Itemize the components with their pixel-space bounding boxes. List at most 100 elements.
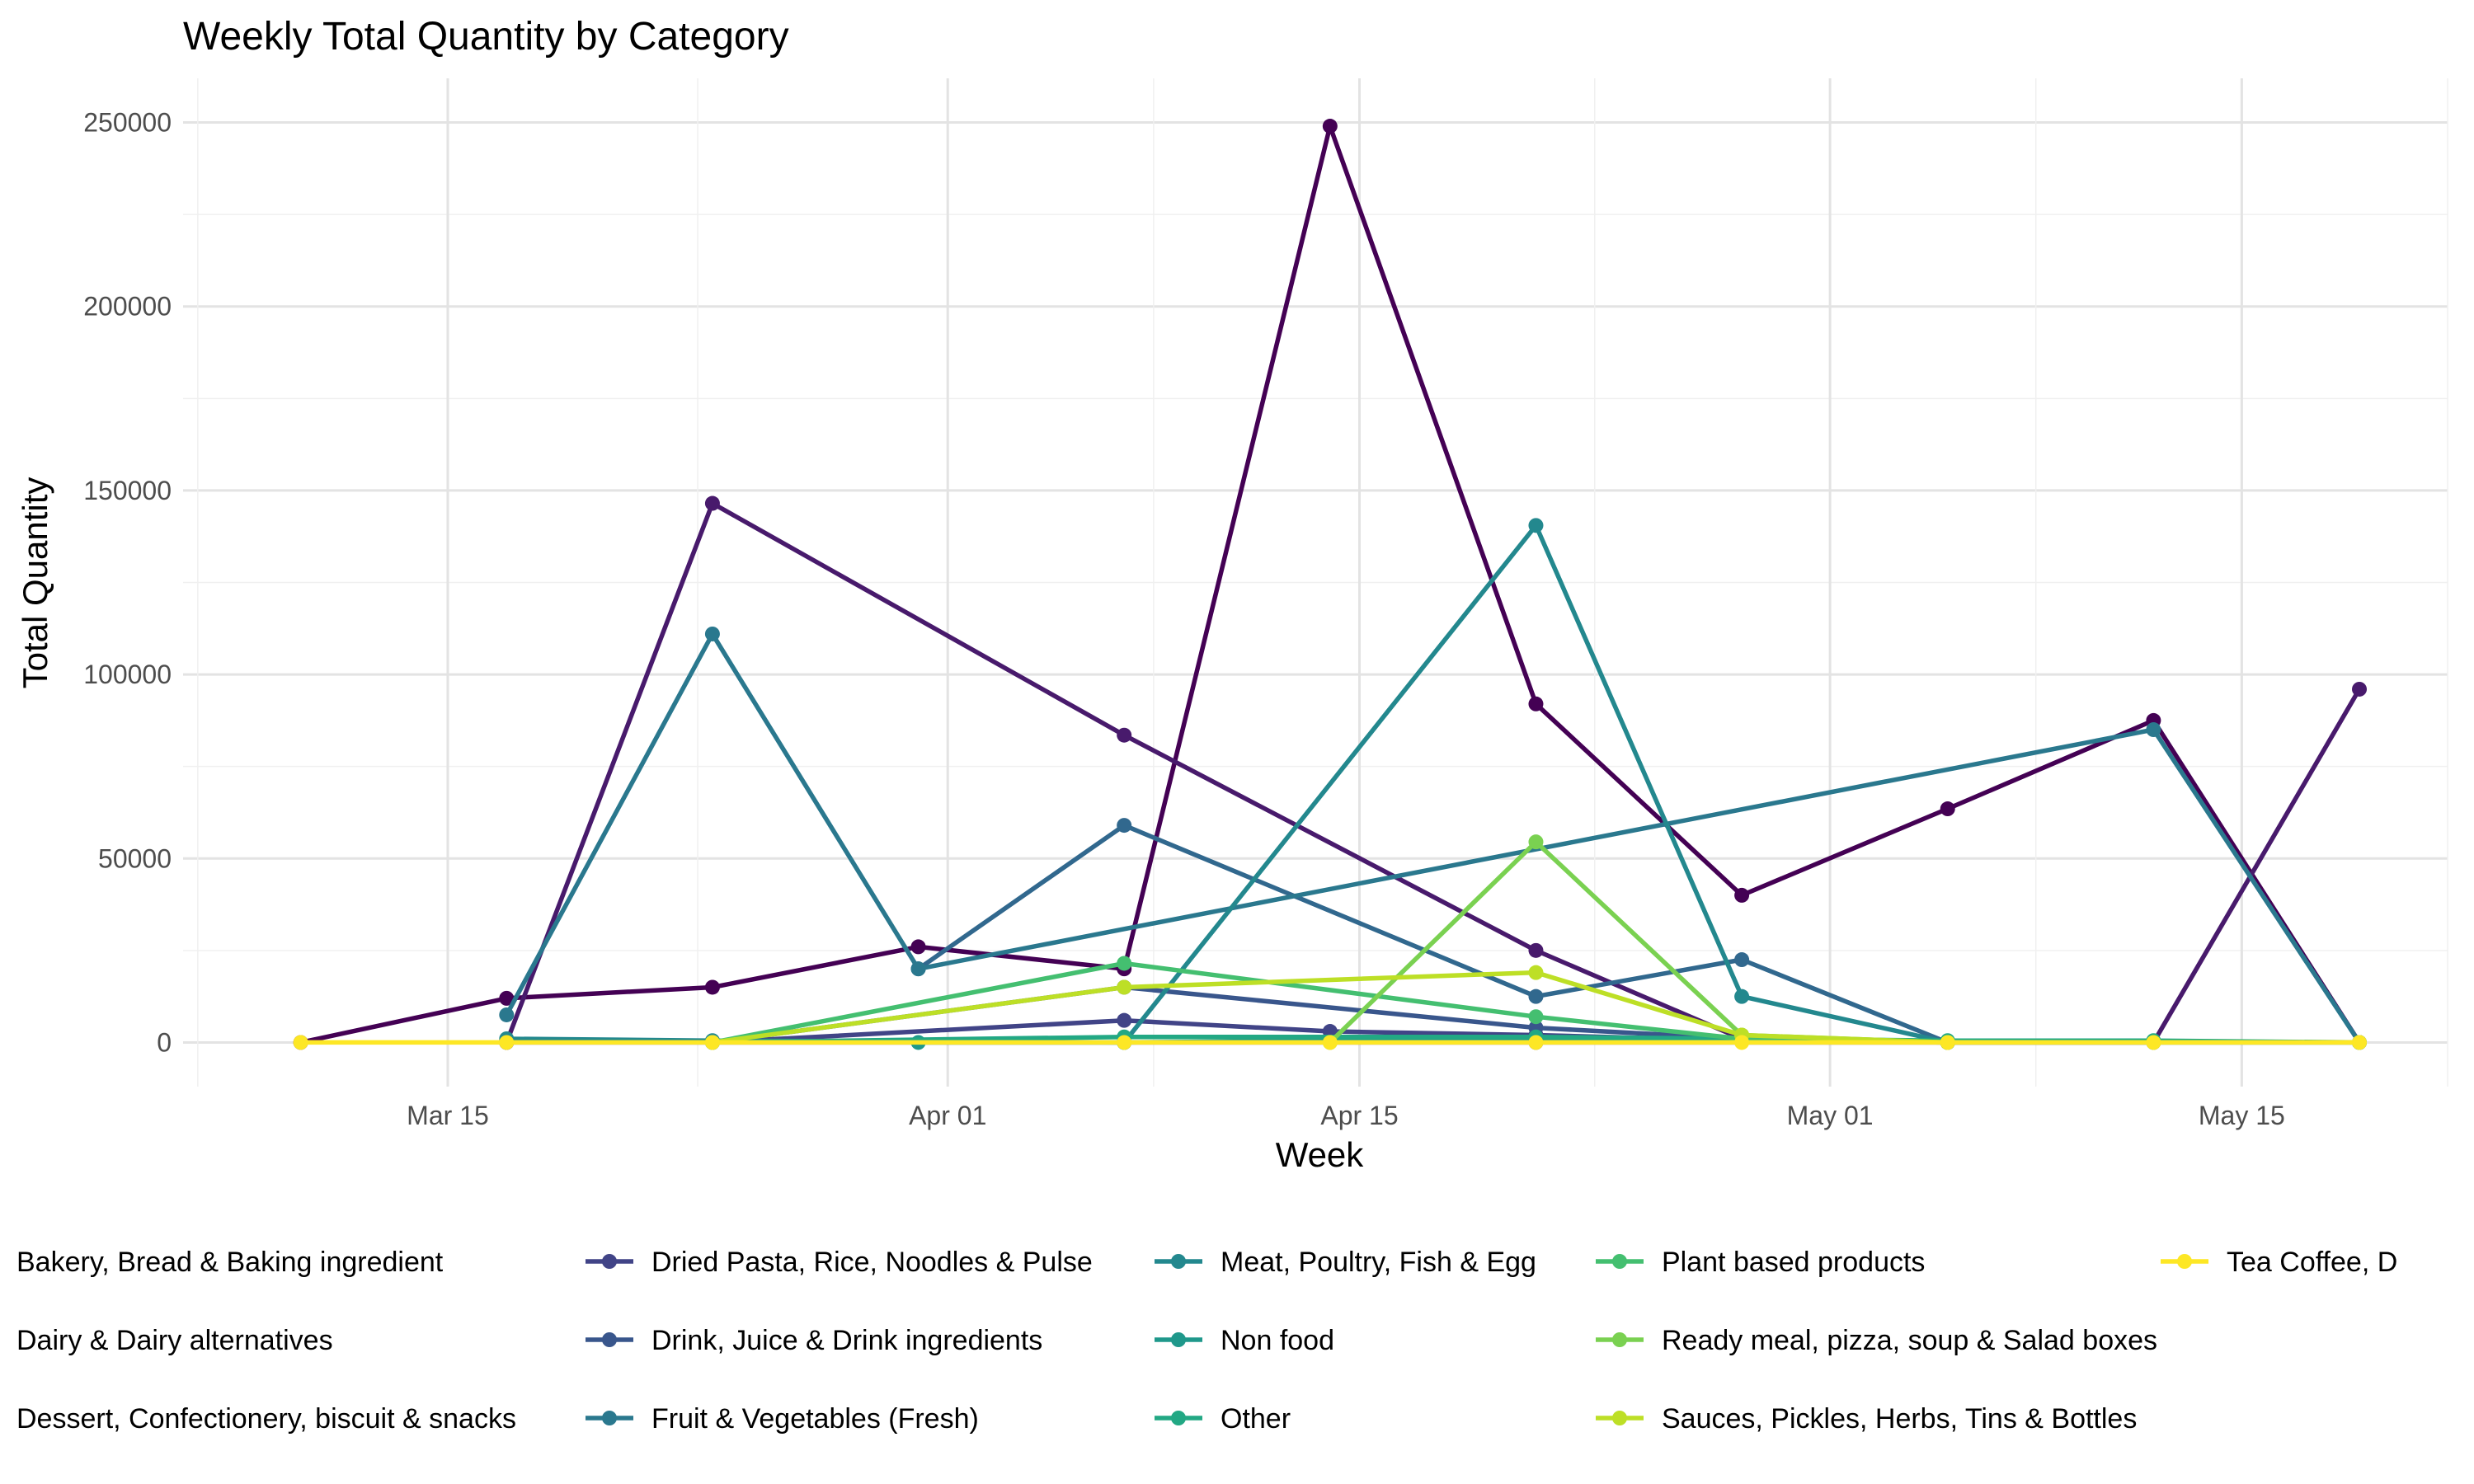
data-point [2352,681,2368,697]
data-point [910,961,926,977]
data-point [1528,1009,1544,1025]
legend-item: Tea Coffee, D [2161,1247,2397,1278]
legend-item: Drink, Juice & Drink ingredients [586,1325,1042,1356]
series-group [910,818,1955,1050]
legend-item: Fruit & Vegetables (Fresh) [586,1403,979,1435]
legend-key-point [1612,1411,1627,1425]
series-line [1328,839,2362,1045]
legend-key-point [1171,1332,1186,1347]
x-tick-label: Apr 15 [1320,1101,1398,1130]
data-point [1734,887,1750,903]
data-point [1117,727,1132,743]
data-point [704,495,720,511]
data-point [1117,956,1132,971]
data-point [1528,696,1544,711]
series-line [504,632,2362,1045]
data-point [2146,1035,2161,1050]
data-point [499,1007,515,1022]
x-tick-label: May 15 [2199,1101,2285,1130]
x-tick-label: Mar 15 [407,1101,489,1130]
grid [183,78,2448,1087]
data-point [293,1035,308,1050]
data-point [2146,722,2161,738]
data-point [1940,1035,1955,1050]
legend-item: Dried Pasta, Rice, Noodles & Pulse [586,1247,1093,1278]
data-point [1734,1035,1750,1050]
data-point [1528,834,1544,850]
data-point [499,1035,515,1050]
legend-key-point [602,1411,617,1425]
data-point [1322,119,1338,134]
y-axis-ticks: 0 50000 100000 150000 200000 250000 [83,108,172,1058]
legend-key-point [1612,1332,1627,1347]
legend-key-point [602,1332,617,1347]
data-point [704,626,720,641]
data-point [1528,942,1544,958]
data-point [1117,1012,1132,1028]
legend-label: Drink, Juice & Drink ingredients [651,1325,1042,1356]
legend-label: Ready meal, pizza, soup & Salad boxes [1662,1325,2157,1356]
data-point [910,939,926,955]
y-tick-label: 50000 [98,843,172,873]
legend-item: Dessert, Confectionery, biscuit & snacks [16,1403,516,1435]
series-group [499,518,1955,1050]
legend-item: Other [1155,1403,1291,1435]
y-tick-label: 0 [157,1027,172,1057]
series-group [499,626,2368,1050]
legend-key-point [602,1254,617,1269]
series-layer [293,119,2368,1050]
data-point [499,990,515,1006]
legend-key-point [1612,1254,1627,1269]
legend-label: Meat, Poultry, Fish & Egg [1221,1247,1536,1278]
legend-label: Other [1221,1403,1291,1435]
legend-key-point [1171,1254,1186,1269]
data-point [1940,801,1955,817]
legend-label: Dessert, Confectionery, biscuit & snacks [16,1403,516,1435]
legend-item: Sauces, Pickles, Herbs, Tins & Bottles [1596,1403,2137,1435]
data-point [1117,1035,1132,1050]
x-tick-label: May 01 [1787,1101,1874,1130]
legend-key-point [2177,1254,2192,1269]
legend: Bakery, Bread & Baking ingredient Dairy &… [16,1247,2397,1435]
legend-item: Meat, Poultry, Fish & Egg [1155,1247,1536,1278]
legend-item: Plant based products [1596,1247,1925,1278]
x-axis-title: Week [1276,1135,1365,1174]
legend-label: Sauces, Pickles, Herbs, Tins & Bottles [1662,1403,2137,1435]
legend-item: Dairy & Dairy alternatives [16,1325,333,1356]
legend-label: Dairy & Dairy alternatives [16,1325,333,1356]
legend-label: Tea Coffee, D [2227,1247,2397,1278]
series-line [298,124,2362,1045]
legend-label: Fruit & Vegetables (Fresh) [651,1403,979,1435]
series-group [499,495,2368,1050]
y-tick-label: 100000 [83,660,172,689]
series-line [504,523,1950,1045]
legend-label: Non food [1221,1325,1334,1356]
x-tick-label: Apr 01 [909,1101,986,1130]
data-point [1528,518,1544,533]
data-point [704,1035,720,1050]
legend-item: Non food [1155,1325,1334,1356]
y-tick-label: 200000 [83,292,172,322]
legend-label: Bakery, Bread & Baking ingredient [16,1247,444,1278]
legend-item: Bakery, Bread & Baking ingredient [16,1247,444,1278]
data-point [704,979,720,995]
legend-label: Dried Pasta, Rice, Noodles & Pulse [651,1247,1093,1278]
chart-title: Weekly Total Quantity by Category [183,15,789,59]
y-axis-title: Total Quantity [16,477,54,689]
data-point [1734,952,1750,968]
data-point [1117,979,1132,995]
data-point [1117,818,1132,834]
x-axis-ticks: Mar 15 Apr 01 Apr 15 May 01 May 15 [407,1101,2285,1130]
data-point [1528,989,1544,1004]
data-point [1528,965,1544,980]
legend-key-point [1171,1411,1186,1425]
series-line [504,500,2362,1045]
y-tick-label: 150000 [83,476,172,505]
legend-item: Ready meal, pizza, soup & Salad boxes [1596,1325,2157,1356]
data-point [1734,989,1750,1004]
data-point [1322,1035,1338,1050]
legend-label: Plant based products [1662,1247,1925,1278]
data-point [2352,1035,2368,1050]
y-tick-label: 250000 [83,108,172,138]
